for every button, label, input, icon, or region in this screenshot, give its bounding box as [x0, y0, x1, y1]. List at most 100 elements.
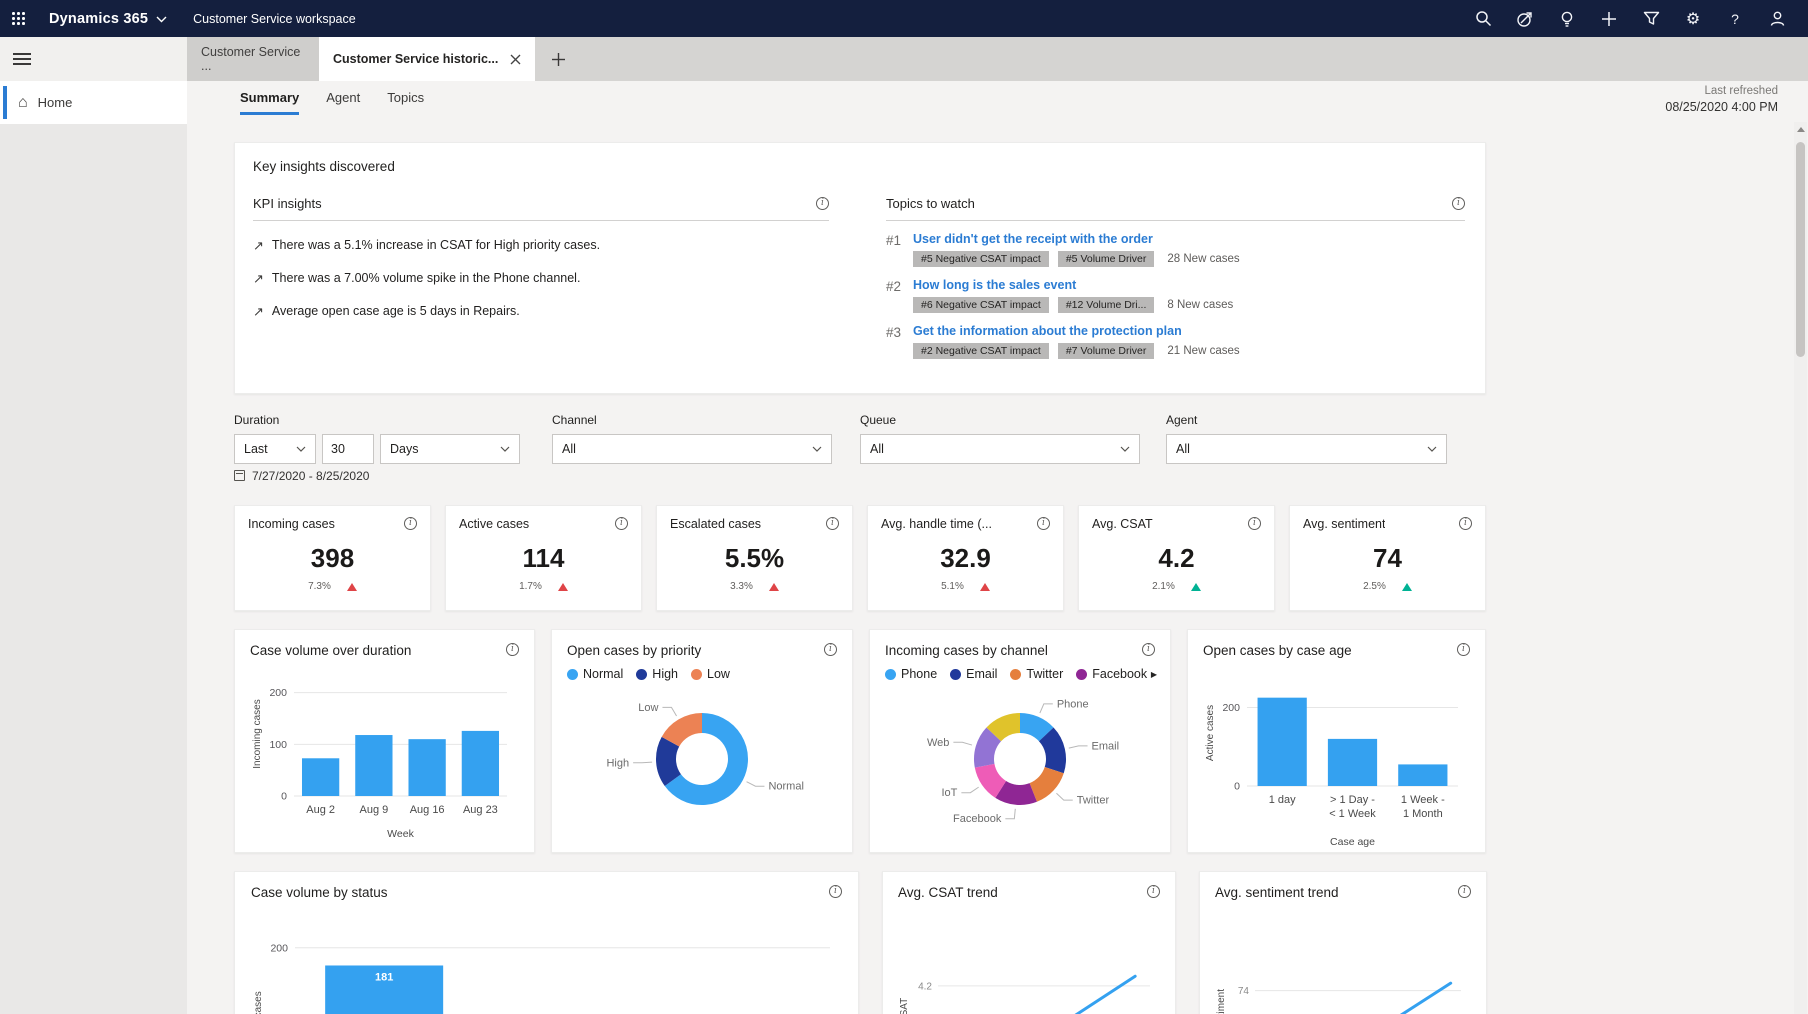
tab-summary[interactable]: Summary	[240, 90, 299, 115]
help-icon[interactable]: ?	[1714, 0, 1756, 37]
legend-item[interactable]: Email	[950, 667, 997, 681]
svg-text:Aug 23: Aug 23	[463, 804, 498, 816]
info-icon[interactable]	[1142, 643, 1155, 656]
legend-item[interactable]: Low	[691, 667, 730, 681]
close-tab-icon[interactable]	[510, 54, 521, 65]
duration-unit-select[interactable]: Days	[380, 434, 520, 464]
topic-rank: #3	[886, 324, 913, 359]
kpi-card-avg-csat: Avg. CSAT 4.2 2.1%	[1078, 505, 1275, 611]
svg-text:Twitter: Twitter	[1077, 795, 1110, 807]
svg-text:200: 200	[269, 687, 287, 699]
svg-text:Email: Email	[1092, 740, 1120, 752]
topic-new-cases: 21 New cases	[1167, 345, 1239, 357]
info-icon[interactable]	[1037, 517, 1050, 530]
info-icon[interactable]	[829, 885, 842, 898]
sidebar-item-home[interactable]: ⌂ Home	[0, 81, 187, 124]
agent-select[interactable]: All	[1166, 434, 1447, 464]
duration-mode-select[interactable]: Last	[234, 434, 316, 464]
line-chart-csat-trend: 4.24.0Avg. CSAT	[898, 922, 1160, 1014]
legend-item[interactable]: High	[636, 667, 678, 681]
tab-customer-service-historical[interactable]: Customer Service historic...	[319, 37, 535, 81]
bar-chart-case-age: 02001 day> 1 Day -< 1 Week1 Week -1 Mont…	[1203, 672, 1470, 848]
scroll-up-icon[interactable]	[1794, 122, 1807, 136]
filter-funnel-icon[interactable]	[1630, 0, 1672, 37]
queue-select[interactable]: All	[860, 434, 1140, 464]
svg-text:0: 0	[281, 791, 287, 803]
legend-overflow-icon[interactable]: ▶	[1151, 670, 1157, 679]
info-icon[interactable]	[404, 517, 417, 530]
calendar-icon	[234, 470, 245, 481]
channel-select[interactable]: All	[552, 434, 832, 464]
duration-value-input[interactable]	[322, 434, 374, 464]
topic-badge: #2 Negative CSAT impact	[913, 343, 1049, 359]
svg-text:Active cases: Active cases	[1205, 705, 1216, 761]
svg-text:74: 74	[1238, 986, 1250, 997]
workspace-title: Customer Service workspace	[193, 12, 356, 26]
kpi-card-avg-handle-time: Avg. handle time (... 32.9 5.1%	[867, 505, 1064, 611]
scrollbar-thumb[interactable]	[1796, 142, 1805, 357]
tab-label: Customer Service ...	[201, 45, 305, 73]
legend-item[interactable]: Phone	[885, 667, 937, 681]
chevron-down-icon[interactable]	[156, 16, 167, 23]
bar-chart-case-volume: 0100200Aug 2Aug 9Aug 16Aug 23Incoming ca…	[250, 664, 519, 840]
info-icon[interactable]	[1147, 885, 1160, 898]
svg-text:181: 181	[375, 971, 393, 983]
trend-arrow-icon	[1402, 583, 1412, 591]
topic-link[interactable]: How long is the sales event	[913, 278, 1233, 292]
legend-item[interactable]: Facebook	[1076, 667, 1147, 681]
info-icon[interactable]	[615, 517, 628, 530]
chart-legend: Phone Email Twitter Facebook ▶	[885, 667, 1155, 681]
settings-gear-icon[interactable]: ⚙	[1672, 0, 1714, 37]
tab-topics[interactable]: Topics	[387, 90, 424, 115]
info-icon[interactable]	[1457, 643, 1470, 656]
kpi-card-active-cases: Active cases 114 1.7%	[445, 505, 642, 611]
hamburger-menu-icon[interactable]	[13, 50, 31, 68]
info-icon[interactable]	[816, 197, 829, 210]
last-refreshed-label: Last refreshed	[1665, 85, 1778, 97]
legend-dot	[1076, 669, 1087, 680]
vertical-scrollbar[interactable]	[1794, 122, 1807, 1014]
topic-link[interactable]: Get the information about the protection…	[913, 324, 1240, 338]
topic-badge: #5 Negative CSAT impact	[913, 251, 1049, 267]
svg-text:200: 200	[270, 942, 288, 954]
info-icon[interactable]	[1452, 197, 1465, 210]
info-icon[interactable]	[1458, 885, 1471, 898]
tab-agent[interactable]: Agent	[326, 90, 360, 115]
lightbulb-icon[interactable]	[1546, 0, 1588, 37]
app-bar: Dynamics 365 Customer Service workspace …	[0, 0, 1808, 37]
legend-item[interactable]: Twitter	[1010, 667, 1063, 681]
tour-compass-icon[interactable]	[1504, 0, 1546, 37]
chevron-down-icon	[1427, 446, 1437, 452]
home-icon: ⌂	[18, 94, 28, 112]
dashboard-content: Summary Agent Topics Last refreshed 08/2…	[187, 81, 1808, 1014]
quick-create-plus-icon[interactable]	[1588, 0, 1630, 37]
info-icon[interactable]	[506, 643, 519, 656]
legend-dot	[567, 669, 578, 680]
brand-title[interactable]: Dynamics 365	[49, 11, 148, 27]
new-tab-button[interactable]	[535, 37, 581, 81]
tab-customer-service[interactable]: Customer Service ...	[187, 37, 319, 81]
chart-card-avg-sentiment-trend: Avg. sentiment trend 74Avg. sentiment	[1199, 871, 1487, 1014]
kpi-insights-heading: KPI insights	[253, 196, 322, 211]
info-icon[interactable]	[1248, 517, 1261, 530]
info-icon[interactable]	[826, 517, 839, 530]
legend-item[interactable]: Normal	[567, 667, 623, 681]
kpi-change: 2.1%	[1152, 581, 1175, 592]
svg-text:< 1 Week: < 1 Week	[1329, 808, 1376, 820]
kpi-value: 398	[248, 543, 417, 574]
donut-chart-priority: NormalHighLow	[567, 687, 837, 837]
kpi-card-escalated-cases: Escalated cases 5.5% 3.3%	[656, 505, 853, 611]
svg-text:Phone: Phone	[1057, 698, 1089, 710]
agent-filter: Agent All	[1166, 413, 1447, 464]
svg-text:Incoming cases: Incoming cases	[253, 991, 264, 1014]
topic-rank: #1	[886, 232, 913, 267]
account-icon[interactable]	[1756, 0, 1798, 37]
app-launcher-icon[interactable]	[0, 0, 37, 37]
line-chart-sentiment-trend: 74Avg. sentiment	[1215, 922, 1471, 1014]
search-icon[interactable]	[1462, 0, 1504, 37]
app-bar-icons: ⚙ ?	[1462, 0, 1808, 37]
info-icon[interactable]	[824, 643, 837, 656]
chart-card-case-volume-over-duration: Case volume over duration 0100200Aug 2Au…	[234, 629, 535, 853]
info-icon[interactable]	[1459, 517, 1472, 530]
topic-link[interactable]: User didn't get the receipt with the ord…	[913, 232, 1240, 246]
